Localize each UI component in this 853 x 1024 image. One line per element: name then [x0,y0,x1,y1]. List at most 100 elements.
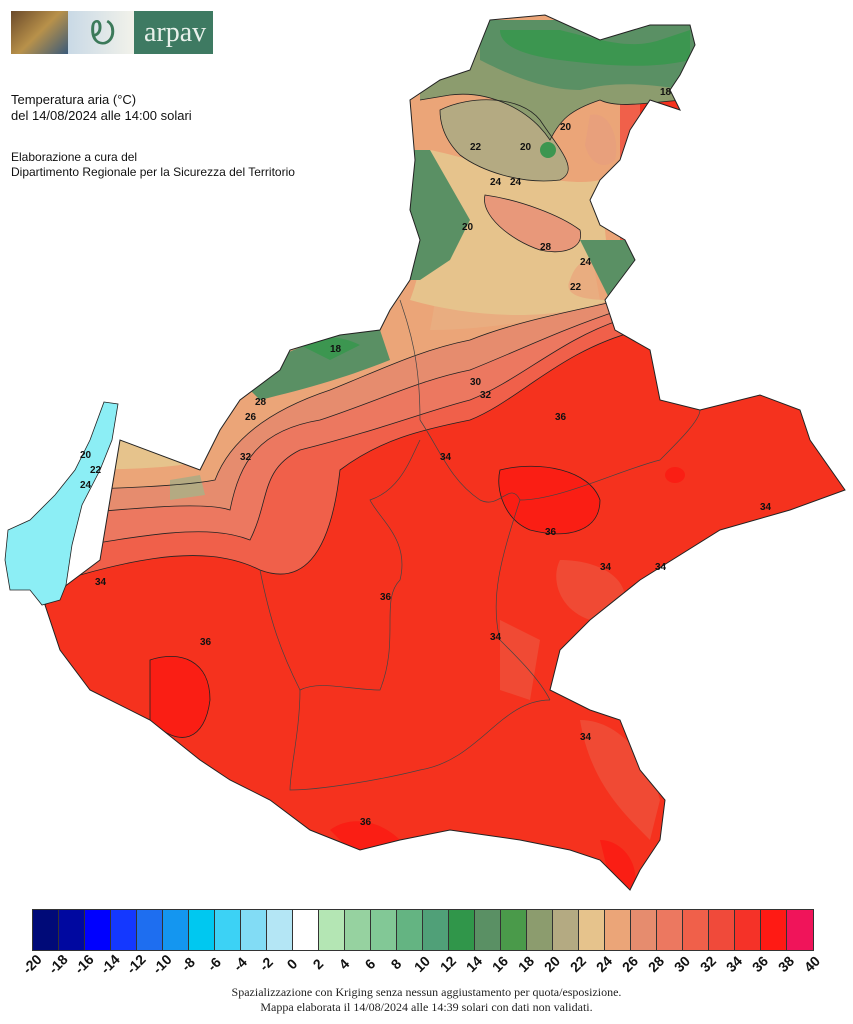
legend-tick-label: 32 [696,952,720,976]
contour-label: 32 [240,452,252,463]
legend-swatch [345,910,371,950]
legend-tick-label: 24 [592,952,616,976]
legend-tick-labels: -20 -18 -16 -14 -12 -10 -8 -6 -4 -2 0 2 4 6 8 10 12 14 16 1… [19,951,823,982]
arpav-logo: Ꭷ arpav [11,11,213,54]
legend-tick-label: 8 [387,955,405,973]
contour-label: 36 [200,637,212,648]
legend-swatch [163,910,189,950]
contour-label: 20 [560,122,572,133]
contour-label: 28 [540,242,552,253]
logo-text: arpav [134,11,213,54]
contour-label: 24 [490,177,502,188]
contour-label: 36 [555,412,567,423]
legend-swatch [631,910,657,950]
legend-tick-label: 12 [436,952,460,976]
legend-tick-label: 40 [800,952,824,976]
legend-swatch [423,910,449,950]
map-datetime: del 14/08/2024 alle 14:00 solari [11,108,192,123]
credit-line-2: Dipartimento Regionale per la Sicurezza … [11,165,295,179]
legend-tick-label: 0 [283,955,301,973]
legend-tick-label: 30 [670,952,694,976]
legend-swatch [397,910,423,950]
legend-swatch [241,910,267,950]
legend-swatch [761,910,787,950]
credit-block: Elaborazione a cura del Dipartimento Reg… [11,150,295,180]
legend-swatch [657,910,683,950]
legend-tick-label: 26 [618,952,642,976]
contour-label: 34 [490,632,502,643]
legend-tick-label: -6 [203,953,225,975]
zone-26-28-north [484,195,581,252]
arpav-mark-icon: Ꭷ [68,11,134,54]
legend-swatch [527,910,553,950]
legend-tick-label: -8 [177,953,199,975]
legend-tick-label: 28 [644,952,668,976]
legend-swatch [215,910,241,950]
contour-label: 22 [90,465,102,476]
map-title: Temperatura aria (°C) [11,92,137,107]
legend-swatch [449,910,475,950]
legend-tick-label: 6 [361,955,379,973]
contour-label: 30 [470,377,482,388]
legend-tick-label: 20 [540,952,564,976]
legend-tick-label: 10 [410,952,434,976]
legend-tick-label: 14 [462,952,486,976]
legend-tick-label: 22 [566,952,590,976]
lion-emblem-icon [11,11,68,54]
legend-tick-label: 18 [514,952,538,976]
legend-swatch [579,910,605,950]
legend-swatch [787,910,813,950]
legend-tick-label: -20 [19,951,45,977]
contour-label: 24 [80,480,92,491]
legend-swatch [501,910,527,950]
zone-32-34-east [500,560,660,840]
legend-tick-label: -2 [255,953,277,975]
contour-label: 28 [255,397,267,408]
contour-lines [45,93,691,738]
contour-label: 22 [470,142,482,153]
contour-label: 36 [360,817,372,828]
footer-method-note: Spazializzazione con Kriging senza nessu… [231,985,622,999]
lake-garda [4,401,119,606]
legend-tick-label: 38 [774,952,798,976]
temperature-map: 18 20 20 22 24 24 28 24 22 20 18 30 32 34 28 26 24 22 20 32… [4,14,846,891]
legend-tick-label: 34 [722,952,746,976]
zone-20-22 [45,99,569,500]
contour-label: 32 [480,390,492,401]
legend-swatch [319,910,345,950]
contour-label: 26 [245,412,257,423]
province-borders [259,299,701,791]
contour-label: 34 [760,502,772,513]
temperature-fields [45,15,845,890]
map-title-block: Temperatura aria (°C) del 14/08/2024 all… [11,92,192,124]
contour-label: 20 [520,142,532,153]
zone-24-26-ne [585,114,617,165]
credit-line-1: Elaborazione a cura del [11,150,138,164]
contour-label: 34 [655,562,667,573]
legend-swatch [267,910,293,950]
legend-swatch [553,910,579,950]
legend-swatch [137,910,163,950]
contour-label: 24 [510,177,522,188]
legend-tick-label: -16 [71,951,97,977]
legend-swatch [33,910,59,950]
contour-label: 20 [80,450,92,461]
legend-swatch [683,910,709,950]
legend-tick-label: 36 [748,952,772,976]
legend-tick-label: 4 [335,955,353,973]
contour-label: 34 [440,452,452,463]
contour-label: 34 [580,732,592,743]
legend-tick-label: -18 [45,951,71,977]
legend-swatch [293,910,319,950]
contour-label: 34 [600,562,612,573]
legend-tick-label: 2 [309,955,327,973]
contour-label: 36 [380,592,392,603]
legend-tick-label: -4 [229,953,251,975]
legend-swatch [605,910,631,950]
legend-swatch [59,910,85,950]
veneto-region-outline [44,14,846,891]
legend-tick-label: -10 [149,951,175,977]
legend-swatch [371,910,397,950]
contour-label: 24 [580,257,592,268]
contour-label: 18 [330,344,342,355]
